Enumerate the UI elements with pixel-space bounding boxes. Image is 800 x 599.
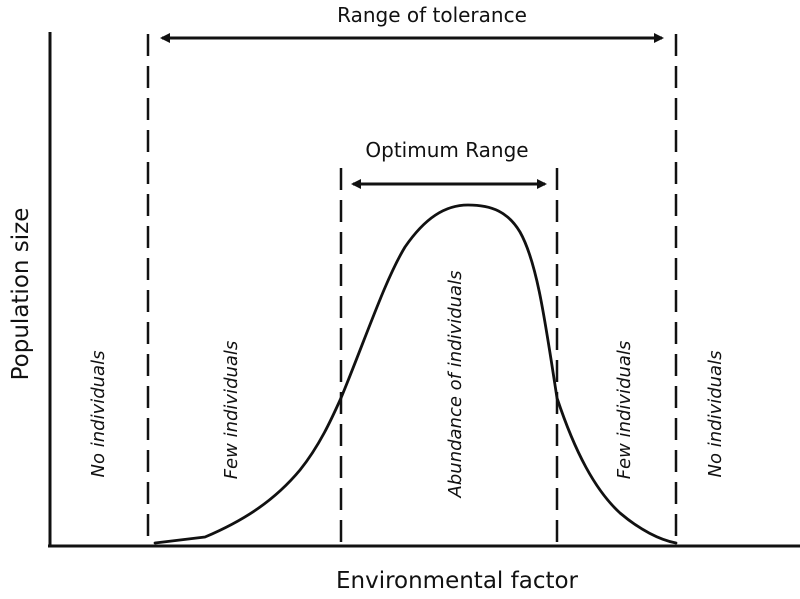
zone-label-abundance: Abundance of individuals — [445, 271, 466, 499]
tolerance-range-label: Range of tolerance — [337, 3, 527, 27]
zone-label-few-individuals-left: Few individuals — [221, 341, 242, 480]
zone-label-few-individuals-right: Few individuals — [614, 341, 635, 480]
y-axis-title: Population size — [8, 208, 34, 381]
optimum-range-label: Optimum Range — [365, 138, 528, 162]
zone-label-no-individuals-right: No individuals — [705, 351, 726, 478]
population-curve — [153, 203, 678, 545]
x-axis-title: Environmental factor — [336, 568, 579, 594]
zone-label-no-individuals-left: No individuals — [88, 351, 109, 478]
